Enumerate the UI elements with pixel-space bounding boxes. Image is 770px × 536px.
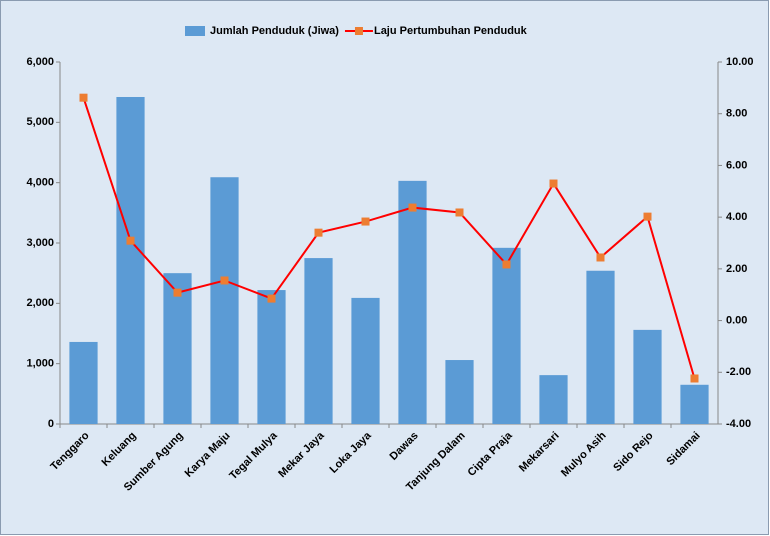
bar [351,297,380,424]
y2-tick-label: -4.00 [726,418,751,430]
bar [210,177,239,424]
bar [163,273,192,424]
line-marker [220,276,229,285]
line-marker [643,212,652,221]
legend-label: Laju Pertumbuhan Penduduk [374,25,528,37]
line-marker [314,228,323,237]
line-marker [596,253,605,262]
line-marker [690,374,699,383]
line-marker [408,203,417,212]
bar [539,375,568,424]
line-marker [173,288,182,297]
y-tick-label: 0 [48,418,54,430]
bar [69,341,98,424]
bar [586,270,615,424]
line-marker [79,93,88,102]
bar [116,96,145,424]
bar [304,258,333,424]
y2-tick-label: 6.00 [726,159,747,171]
line-marker [267,294,276,303]
y2-tick-label: 2.00 [726,263,747,275]
legend-label: Jumlah Penduduk (Jiwa) [210,25,339,37]
line-marker [502,260,511,269]
line-marker [361,217,370,226]
bar [445,360,474,424]
y-tick-label: 5,000 [26,116,54,128]
y2-tick-label: 0.00 [726,314,747,326]
bar [257,290,286,424]
bar [398,180,427,424]
y2-tick-label: -2.00 [726,366,751,378]
y-tick-label: 6,000 [26,56,54,68]
legend-swatch [185,26,205,36]
line-marker [455,208,464,217]
y2-tick-label: 10.00 [726,56,754,68]
bar [633,329,662,424]
y2-tick-label: 8.00 [726,108,747,120]
line-marker [549,179,558,188]
y-tick-label: 1,000 [26,358,54,370]
y2-tick-label: 4.00 [726,211,747,223]
y-tick-label: 3,000 [26,237,54,249]
y-tick-label: 2,000 [26,297,54,309]
bar [492,247,521,424]
line [82,97,696,379]
bar [680,384,709,424]
y-tick-label: 4,000 [26,177,54,189]
line-marker [126,236,135,245]
legend-swatch [354,27,363,35]
